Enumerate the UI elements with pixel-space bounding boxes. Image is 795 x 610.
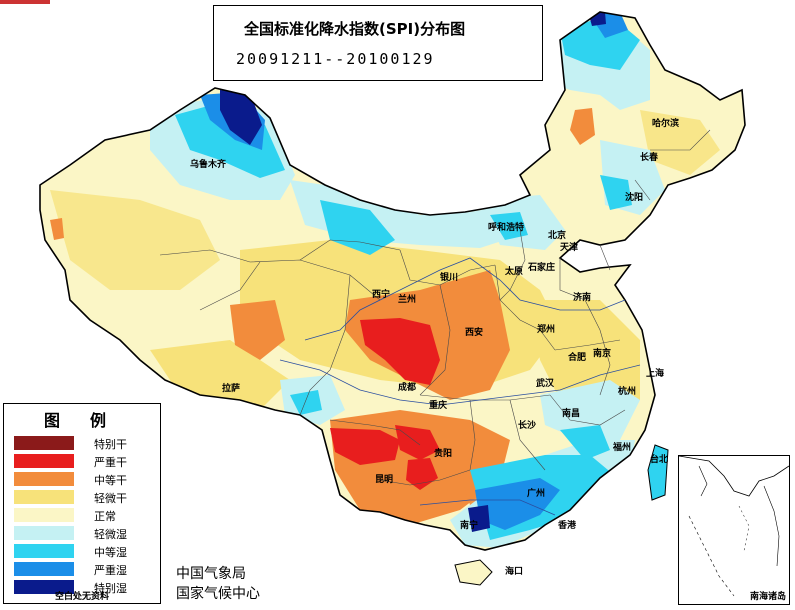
city-label-chongqing: 重庆 [429, 401, 448, 411]
city-label-guiyang: 贵阳 [434, 449, 453, 459]
legend-swatch [14, 454, 74, 468]
legend-item-extreme-dry: 特别干 [10, 435, 156, 452]
credits: 中国气象局 国家气候中心 [176, 564, 260, 604]
city-label-beijing: 北京 [548, 231, 567, 241]
city-label-taiyuan: 太原 [505, 267, 524, 277]
legend: 图例 特别干 严重干 中等干 轻微干 正常 轻微湿 中等湿 [3, 403, 161, 604]
legend-label: 严重干 [94, 456, 127, 469]
city-label-chengdu: 成都 [398, 383, 417, 393]
legend-label: 正常 [94, 510, 116, 523]
city-label-shijiazhuang: 石家庄 [528, 263, 556, 273]
city-label-kunming: 昆明 [375, 475, 394, 485]
city-label-taibei: 台北 [650, 455, 669, 465]
city-label-shanghai: 上海 [646, 369, 665, 379]
inset-map [678, 455, 790, 597]
city-label-xianggang: 香港 [558, 521, 577, 531]
inset-label: 南海诸岛 [749, 592, 786, 602]
city-label-hefei: 合肥 [568, 353, 587, 363]
city-label-nanjing: 南京 [593, 349, 612, 359]
city-label-changsha: 长沙 [518, 421, 537, 431]
hainan-island [454, 559, 493, 586]
legend-item-moderate-dry: 中等干 [10, 471, 156, 488]
city-label-wuhan: 武汉 [536, 379, 555, 389]
province-borders [159, 129, 711, 486]
legend-heading: 图例 [4, 407, 160, 431]
legend-heading-char: 例 [90, 411, 121, 430]
city-label-nanchang: 南昌 [562, 409, 581, 419]
city-label-haikou: 海口 [505, 567, 524, 577]
legend-label: 中等湿 [94, 546, 127, 559]
legend-item-extreme-wet: 特别湿 [10, 579, 156, 596]
legend-swatch [14, 526, 74, 540]
legend-swatch [14, 562, 74, 576]
city-label-nanning: 南宁 [460, 521, 479, 531]
china-border [39, 11, 746, 551]
map-period: 20091211--20100129 [236, 50, 435, 68]
legend-item-normal: 正常 [10, 507, 156, 524]
corner-mark [0, 0, 50, 4]
city-label-jinan: 济南 [573, 293, 592, 303]
city-label-zhengzhou: 郑州 [537, 325, 556, 335]
city-label-wulumuqi: 乌鲁木齐 [190, 160, 227, 170]
city-label-lasa: 拉萨 [222, 384, 241, 394]
legend-swatch [14, 490, 74, 504]
legend-label: 特别湿 [94, 582, 127, 595]
credit-line-1: 中国气象局 [176, 566, 246, 582]
city-label-xining: 西宁 [372, 290, 391, 300]
legend-label: 轻微湿 [94, 528, 127, 541]
legend-label: 特别干 [94, 438, 127, 451]
rivers [279, 257, 641, 516]
map-title: 全国标准化降水指数(SPI)分布图 [244, 20, 466, 38]
legend-item-severe-dry: 严重干 [10, 453, 156, 470]
legend-swatch [14, 472, 74, 486]
city-label-changchun: 长春 [640, 153, 659, 163]
city-label-hangzhou: 杭州 [618, 387, 637, 397]
city-label-xian: 西安 [465, 328, 484, 338]
south-china-sea-inset: 南海诸岛 [678, 455, 790, 605]
legend-swatch [14, 436, 74, 450]
taiwan-island [647, 444, 669, 501]
legend-heading-char: 图 [43, 411, 74, 430]
legend-swatch [14, 544, 74, 558]
legend-swatch [14, 580, 74, 594]
legend-swatch [14, 508, 74, 522]
city-label-shenyang: 沈阳 [625, 193, 644, 203]
city-label-tianjin: 天津 [560, 243, 579, 253]
legend-label: 中等干 [94, 474, 127, 487]
credit-line-2: 国家气候中心 [176, 586, 260, 602]
city-label-haerbin: 哈尔滨 [652, 119, 680, 129]
legend-note: 空白处无资料 [54, 592, 109, 602]
city-label-lanzhou: 兰州 [398, 295, 417, 305]
legend-item-slight-dry: 轻微干 [10, 489, 156, 506]
legend-item-severe-wet: 严重湿 [10, 561, 156, 578]
legend-label: 严重湿 [94, 564, 127, 577]
city-label-fuzhou: 福州 [613, 443, 632, 453]
city-label-guangzhou: 广州 [527, 489, 546, 499]
title-box: 全国标准化降水指数(SPI)分布图 20091211--20100129 [213, 5, 543, 81]
legend-item-slight-wet: 轻微湿 [10, 525, 156, 542]
city-label-yinchuan: 银川 [440, 273, 459, 283]
legend-item-moderate-wet: 中等湿 [10, 543, 156, 560]
city-label-huhehaote: 呼和浩特 [488, 223, 525, 233]
legend-label: 轻微干 [94, 492, 127, 505]
